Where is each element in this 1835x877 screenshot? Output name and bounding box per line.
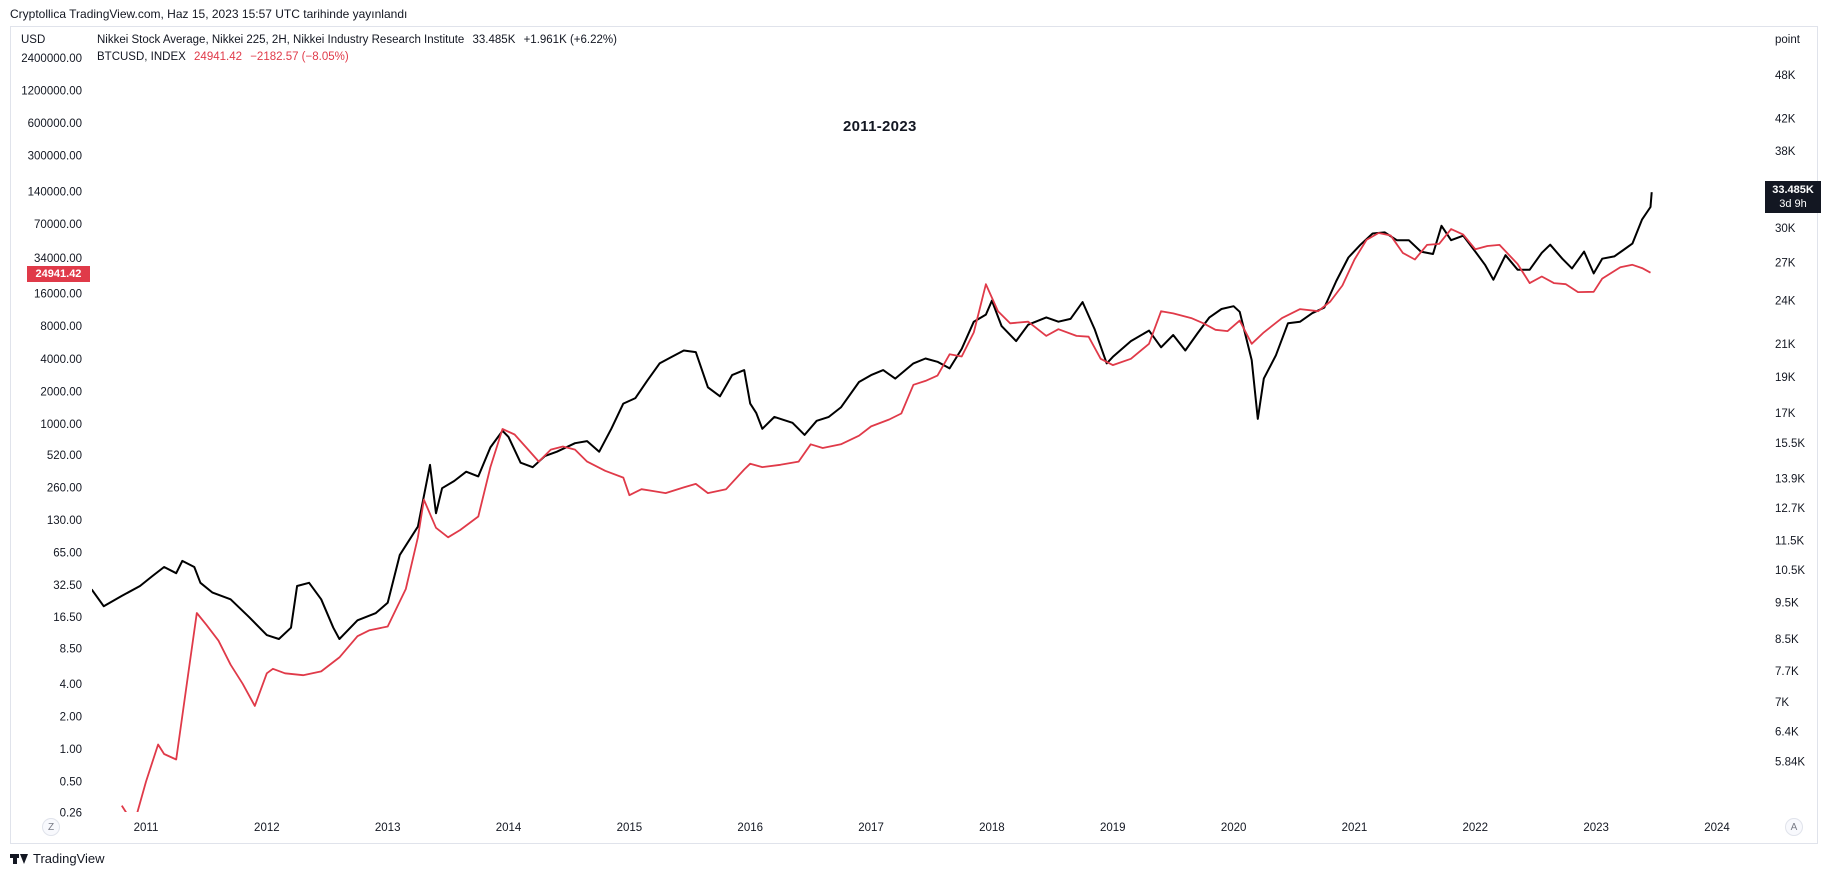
left-tick-label: 2400000.00 <box>21 53 82 65</box>
time-axis: 2011 2012 2013 2014 2015 2016 2017 2018 2019 2020… <box>134 822 1731 834</box>
legend-btc-change: −2182.57 (−8.05%) <box>250 51 349 63</box>
left-tick-label: 32.50 <box>53 580 82 592</box>
time-tick-label: 2024 <box>1704 822 1730 834</box>
right-tick-label: 6.4K <box>1775 726 1799 738</box>
legend-nikkei-change: +1.961K (+6.22%) <box>523 34 617 46</box>
right-tick-label: 17K <box>1775 408 1796 420</box>
right-tick-label: 15.5K <box>1775 438 1805 450</box>
brand-label: TradingView <box>33 851 105 866</box>
left-tick-label: 130.00 <box>47 515 82 527</box>
right-tick-label: 21K <box>1775 339 1796 351</box>
left-tick-label: 16000.00 <box>34 289 82 301</box>
left-tick-label: 600000.00 <box>28 118 82 130</box>
nikkei-series-line[interactable] <box>92 192 1653 640</box>
time-tick-label: 2012 <box>254 822 280 834</box>
tradingview-logo-icon <box>10 853 30 864</box>
left-tick-label: 1000.00 <box>40 419 82 431</box>
legend-nikkei-name: Nikkei Stock Average, Nikkei 225, 2H, Ni… <box>97 34 465 46</box>
right-tick-label: 11.5K <box>1775 535 1805 547</box>
right-axis: 48K 42K 38K 30K 27K 24K 21K 19K 17K 15.5K 13.9K 12.… <box>1775 70 1805 768</box>
right-tick-label: 7K <box>1775 697 1789 709</box>
left-tick-label: 520.00 <box>47 450 82 462</box>
right-tick-label: 13.9K <box>1775 474 1805 486</box>
right-tick-label: 27K <box>1775 257 1796 269</box>
right-tick-label: 24K <box>1775 296 1796 308</box>
time-tick-label: 2023 <box>1583 822 1609 834</box>
left-axis-unit: USD <box>21 34 46 46</box>
nikkei-price-badge: 33.485K 3d 9h <box>1765 181 1821 213</box>
left-tick-label: 16.50 <box>53 612 82 624</box>
btc-series-line[interactable] <box>121 228 1651 825</box>
left-tick-label: 4000.00 <box>40 354 82 366</box>
auto-scale-z-button[interactable]: Z <box>42 818 60 836</box>
legend-nikkei[interactable]: Nikkei Stock Average, Nikkei 225, 2H, Ni… <box>97 34 622 46</box>
time-tick-label: 2018 <box>979 822 1005 834</box>
left-tick-label: 1.00 <box>60 744 82 756</box>
published-caption: Cryptollica TradingView.com, Haz 15, 202… <box>10 7 408 21</box>
left-tick-label: 70000.00 <box>34 219 82 231</box>
right-tick-label: 12.7K <box>1775 503 1805 515</box>
time-tick-label: 2021 <box>1342 822 1368 834</box>
time-tick-label: 2011 <box>134 822 159 834</box>
legend-nikkei-value: 33.485K <box>472 34 516 46</box>
left-tick-label: 260.00 <box>47 482 82 494</box>
auto-scale-a-button[interactable]: A <box>1785 818 1803 836</box>
left-tick-label: 1200000.00 <box>21 85 82 97</box>
right-tick-label: 19K <box>1775 372 1796 384</box>
left-tick-label: 2000.00 <box>40 386 82 398</box>
left-tick-label: 0.26 <box>60 807 82 819</box>
time-tick-label: 2020 <box>1221 822 1247 834</box>
right-tick-label: 30K <box>1775 223 1796 235</box>
time-tick-label: 2016 <box>737 822 763 834</box>
series-layer <box>92 192 1653 825</box>
right-tick-label: 38K <box>1775 146 1796 158</box>
legend-btc-name: BTCUSD, INDEX <box>97 51 186 63</box>
left-tick-label: 140000.00 <box>28 187 82 199</box>
right-tick-label: 42K <box>1775 113 1796 125</box>
nikkei-price-value: 33.485K <box>1772 184 1814 196</box>
left-tick-label: 34000.00 <box>34 253 82 265</box>
time-tick-label: 2014 <box>496 822 522 834</box>
left-tick-label: 4.00 <box>60 679 82 691</box>
right-tick-label: 10.5K <box>1775 565 1805 577</box>
left-tick-label: 8.50 <box>60 643 82 655</box>
right-tick-label: 9.5K <box>1775 598 1799 610</box>
nikkei-countdown: 3d 9h <box>1779 198 1807 210</box>
time-tick-label: 2015 <box>617 822 643 834</box>
legend-btc[interactable]: BTCUSD, INDEX 24941.42 −2182.57 (−8.05%) <box>97 51 354 63</box>
right-tick-label: 48K <box>1775 70 1796 82</box>
legend-btc-value: 24941.42 <box>194 51 242 63</box>
right-axis-unit: point <box>1775 34 1800 46</box>
right-tick-label: 5.84K <box>1775 756 1805 768</box>
time-tick-label: 2017 <box>858 822 884 834</box>
time-tick-label: 2013 <box>375 822 401 834</box>
right-tick-label: 7.7K <box>1775 666 1799 678</box>
left-tick-label: 300000.00 <box>28 151 82 163</box>
time-tick-label: 2019 <box>1100 822 1126 834</box>
left-axis: 2400000.00 1200000.00 600000.00 300000.00 14… <box>21 53 82 820</box>
chart-frame <box>10 26 1818 844</box>
time-tick-label: 2022 <box>1463 822 1489 834</box>
left-tick-label: 0.50 <box>60 777 82 789</box>
chart-title: 2011-2023 <box>843 118 917 135</box>
left-tick-label: 65.00 <box>53 548 82 560</box>
tradingview-brand[interactable]: TradingView <box>10 851 105 866</box>
right-tick-label: 8.5K <box>1775 634 1799 646</box>
left-tick-label: 2.00 <box>60 711 82 723</box>
btc-price-badge: 24941.42 <box>27 266 90 282</box>
left-tick-label: 8000.00 <box>40 321 82 333</box>
